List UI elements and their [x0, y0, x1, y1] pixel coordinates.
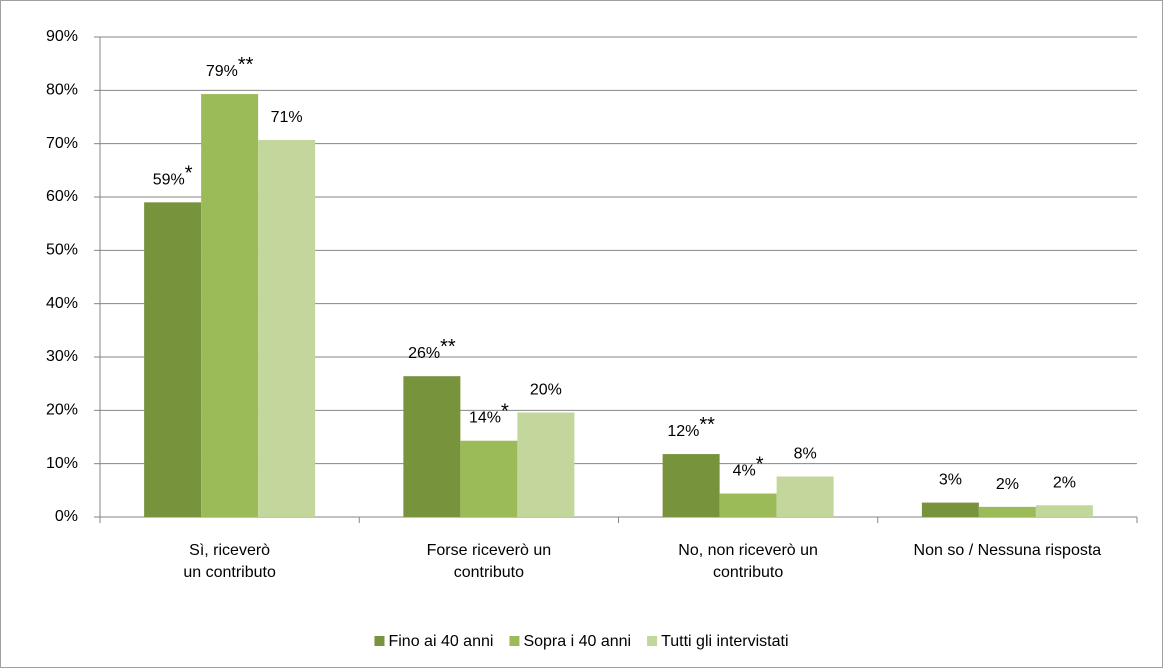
legend-label: Tutti gli intervistati: [661, 633, 788, 650]
significance-mark: **: [238, 54, 254, 76]
significance-mark: *: [185, 163, 193, 185]
data-label: 4%*: [733, 454, 764, 480]
data-label: 12%**: [667, 414, 715, 440]
y-tick-label: 70%: [46, 135, 78, 152]
bar: [978, 506, 1036, 517]
data-label: 2%: [996, 476, 1019, 493]
data-label-value: 14%: [469, 410, 501, 427]
x-tick-label: contributo: [454, 564, 524, 581]
data-label: 2%: [1053, 474, 1076, 491]
x-tick-label: Sì, riceverò: [189, 542, 270, 559]
data-label: 26%**: [408, 336, 456, 362]
y-tick-label: 40%: [46, 295, 78, 312]
legend-swatch: [647, 636, 658, 646]
x-tick-label: Forse riceverò un: [427, 542, 552, 559]
x-tick-label: No, non riceverò un: [678, 542, 818, 559]
bar: [662, 454, 720, 517]
legend-swatch: [509, 636, 520, 646]
data-label-value: 26%: [408, 345, 440, 362]
y-tick-label: 20%: [46, 402, 78, 419]
significance-mark: **: [440, 336, 456, 358]
y-tick-label: 30%: [46, 348, 78, 365]
data-label-value: 79%: [206, 63, 238, 80]
data-label-value: 20%: [530, 382, 562, 399]
bar: [201, 94, 259, 518]
data-label-value: 8%: [794, 446, 817, 463]
bar: [460, 440, 518, 517]
data-label: 79%**: [206, 54, 254, 80]
y-tick-label: 90%: [46, 28, 78, 45]
data-label-value: 59%: [153, 172, 185, 189]
significance-mark: **: [699, 414, 715, 436]
bar: [144, 202, 202, 518]
data-label-value: 3%: [939, 472, 962, 489]
data-label: 20%: [530, 382, 562, 399]
y-tick-label: 60%: [46, 188, 78, 205]
bar: [719, 493, 777, 517]
data-label-value: 2%: [996, 476, 1019, 493]
y-tick-label: 0%: [55, 508, 78, 525]
y-tick-label: 80%: [46, 82, 78, 99]
significance-mark: *: [756, 454, 764, 476]
bar: [517, 412, 575, 517]
data-label-value: 71%: [271, 109, 303, 126]
x-tick-label: Non so / Nessuna risposta: [914, 542, 1102, 559]
bar: [776, 476, 834, 517]
data-label-value: 4%: [733, 463, 756, 480]
data-label-value: 2%: [1053, 474, 1076, 491]
legend-label: Fino ai 40 anni: [388, 633, 493, 650]
bar: [921, 502, 979, 517]
data-label: 71%: [271, 109, 303, 126]
y-tick-label: 50%: [46, 242, 78, 259]
data-label: 3%: [939, 472, 962, 489]
data-label: 8%: [794, 446, 817, 463]
y-tick-label: 10%: [46, 455, 78, 472]
x-tick-label: contributo: [713, 564, 783, 581]
bar: [258, 139, 316, 517]
bar: [1035, 505, 1093, 517]
significance-mark: *: [501, 401, 509, 423]
data-label: 14%*: [469, 401, 509, 427]
data-label-value: 12%: [667, 423, 699, 440]
legend-label: Sopra i 40 anni: [523, 633, 631, 650]
legend-swatch: [374, 636, 385, 646]
data-label: 59%*: [153, 163, 193, 189]
bar: [403, 376, 461, 517]
x-tick-label: un contributo: [183, 564, 276, 581]
